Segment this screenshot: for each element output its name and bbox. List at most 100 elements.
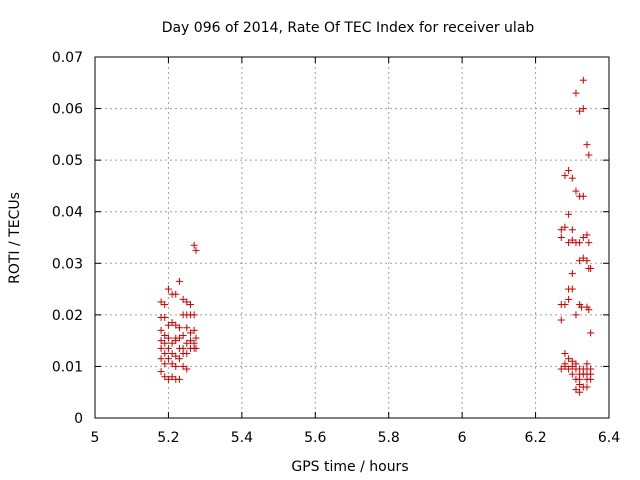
data-point <box>161 301 169 309</box>
data-point <box>565 166 573 174</box>
data-point <box>164 375 172 383</box>
data-point <box>561 223 569 231</box>
data-point <box>157 298 165 306</box>
data-point <box>168 350 176 358</box>
data-point <box>175 277 183 285</box>
data-point <box>183 298 191 306</box>
data-point <box>579 105 587 113</box>
x-axis-label: GPS time / hours <box>291 459 408 475</box>
data-point <box>179 295 187 303</box>
data-points <box>157 76 595 396</box>
y-tick-label: 0.01 <box>52 359 83 375</box>
data-point <box>183 324 191 332</box>
data-point <box>587 264 595 272</box>
data-point <box>561 172 569 180</box>
data-point <box>565 210 573 218</box>
data-point <box>568 174 576 182</box>
data-point <box>157 337 165 345</box>
x-tick-label: 5 <box>91 430 100 446</box>
data-point <box>161 360 169 368</box>
data-point <box>183 365 191 373</box>
y-tick-label: 0.05 <box>52 153 83 169</box>
data-point <box>583 257 591 265</box>
data-point <box>157 344 165 352</box>
data-point <box>557 234 565 241</box>
data-point <box>175 334 183 342</box>
data-point <box>568 236 576 244</box>
data-point <box>161 331 169 339</box>
y-tick-label: 0.06 <box>52 102 83 118</box>
data-point <box>576 388 584 396</box>
data-point <box>183 350 191 358</box>
data-point <box>190 241 198 249</box>
x-tick-label: 6.4 <box>598 430 620 446</box>
y-tick-label: 0 <box>74 411 83 427</box>
data-point <box>172 337 180 345</box>
chart-title: Day 096 of 2014, Rate Of TEC Index for r… <box>162 20 535 36</box>
y-tick-label: 0.02 <box>52 308 83 324</box>
axis-ticks: 5 5.2 5.4 5.6 5.8 6 6.2 6.4 0 0.01 0.02 0.03 0.04 0.0… <box>52 50 620 446</box>
data-point <box>585 239 593 247</box>
data-point <box>168 339 176 347</box>
data-point <box>572 89 580 97</box>
data-point <box>585 306 593 314</box>
data-point <box>561 362 569 370</box>
data-point <box>168 319 176 327</box>
data-point <box>164 344 172 352</box>
data-point <box>579 76 587 84</box>
data-point <box>179 362 187 370</box>
data-point <box>583 141 591 149</box>
data-point <box>576 107 584 115</box>
data-point <box>572 311 580 319</box>
data-point <box>587 329 595 337</box>
y-axis-label: ROTI / TECUs <box>7 192 23 284</box>
data-point <box>157 368 165 376</box>
data-point <box>175 375 183 383</box>
data-point <box>568 362 576 370</box>
data-point <box>161 313 169 321</box>
data-point <box>576 380 584 388</box>
data-point <box>192 334 200 342</box>
data-point <box>186 301 194 309</box>
data-point <box>579 234 587 241</box>
data-point <box>557 226 565 234</box>
data-point <box>164 321 172 329</box>
data-point <box>157 355 165 363</box>
data-point <box>572 386 580 394</box>
x-tick-label: 6.2 <box>524 430 546 446</box>
data-point <box>175 355 183 363</box>
x-tick-label: 5.8 <box>378 430 400 446</box>
data-point <box>172 352 180 360</box>
data-point <box>186 337 194 345</box>
data-point <box>190 326 198 334</box>
plot-frame <box>94 56 610 419</box>
data-point <box>168 373 176 381</box>
data-point <box>565 365 573 373</box>
data-point <box>565 295 573 303</box>
data-point <box>572 187 580 195</box>
data-point <box>579 192 587 200</box>
data-point <box>561 301 569 309</box>
data-point <box>161 350 169 358</box>
data-point <box>179 331 187 339</box>
data-point <box>561 350 569 358</box>
data-point <box>579 254 587 262</box>
data-point <box>164 355 172 363</box>
data-point <box>172 321 180 329</box>
data-point <box>587 375 595 383</box>
data-point <box>568 226 576 234</box>
data-point <box>572 239 580 247</box>
data-point <box>583 231 591 239</box>
data-point <box>583 383 591 391</box>
data-point <box>161 373 169 381</box>
data-point <box>568 370 576 378</box>
data-point <box>164 285 172 293</box>
data-point <box>585 151 593 159</box>
data-point <box>168 360 176 368</box>
data-point <box>192 344 200 352</box>
x-tick-label: 5.6 <box>304 430 326 446</box>
data-point <box>157 326 165 334</box>
x-tick-label: 5.2 <box>157 430 179 446</box>
data-point <box>576 257 584 265</box>
